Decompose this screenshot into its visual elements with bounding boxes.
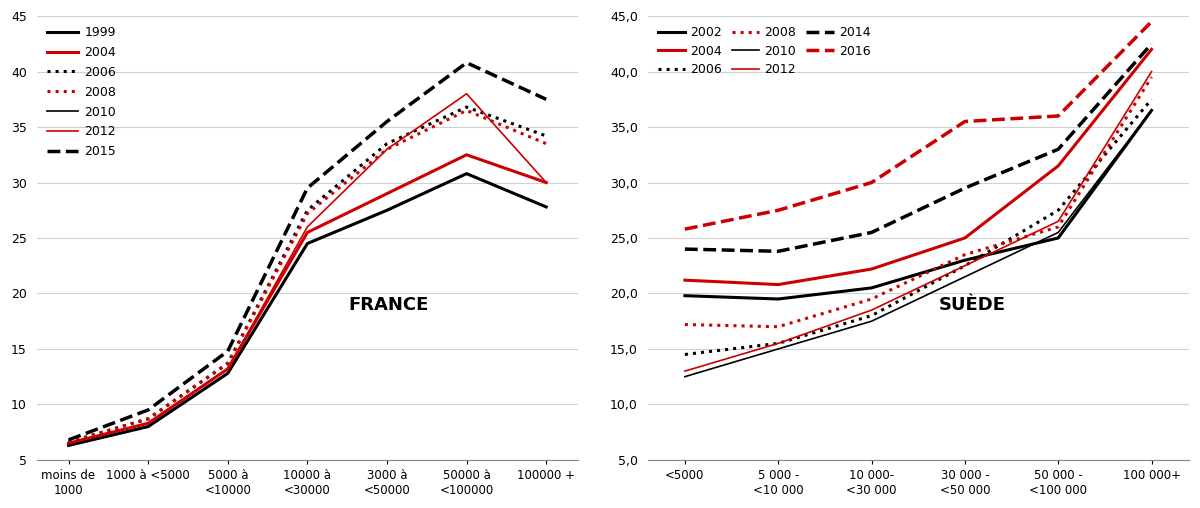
Text: FRANCE: FRANCE xyxy=(348,296,428,313)
Legend: 1999, 2004, 2006, 2008, 2010, 2012, 2015: 1999, 2004, 2006, 2008, 2010, 2012, 2015 xyxy=(43,22,120,162)
Legend: 2002, 2004, 2006, 2008, 2010, 2012, 2014, 2016: 2002, 2004, 2006, 2008, 2010, 2012, 2014… xyxy=(654,22,874,80)
Text: SUÈDE: SUÈDE xyxy=(938,296,1006,313)
